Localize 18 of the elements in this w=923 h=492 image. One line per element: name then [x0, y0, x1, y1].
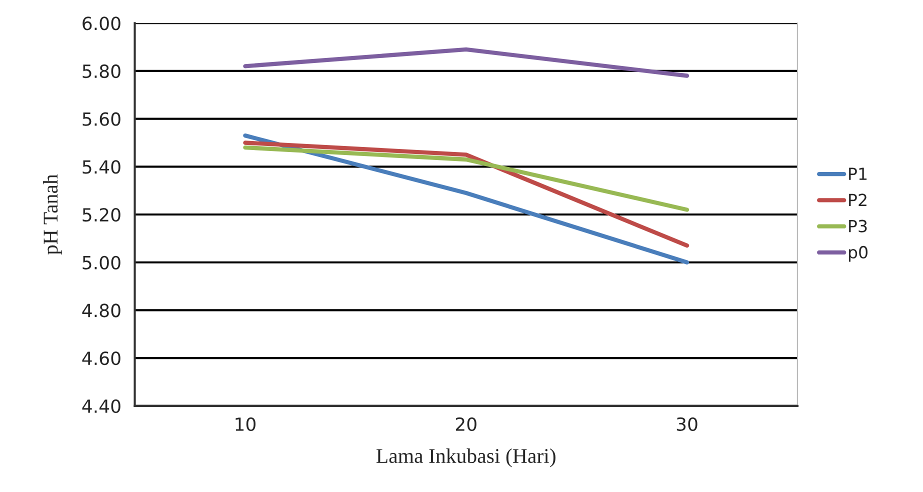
y-tick-label: 4.40	[82, 399, 120, 414]
y-tick-label: 5.80	[82, 64, 120, 78]
y-tick-label: 5.20	[82, 208, 120, 222]
y-tick-label: 4.60	[82, 352, 120, 366]
x-tick-label: 10	[236, 417, 256, 431]
y-axis-title: pH Tanah	[43, 174, 62, 255]
y-tick-label: 5.60	[82, 112, 120, 126]
y-tick-label: 5.00	[82, 256, 120, 270]
legend-label: P2	[849, 194, 866, 206]
legend-label: p0	[848, 246, 868, 262]
y-tick-label: 6.00	[82, 16, 120, 30]
y-tick-label: 4.80	[82, 304, 120, 318]
y-tick-label: 5.40	[82, 160, 120, 174]
x-tick-label: 20	[456, 417, 476, 431]
x-tick-label: 30	[676, 417, 698, 431]
legend-label: P3	[849, 220, 867, 232]
legend-label: P1	[849, 168, 867, 180]
x-axis-title: Lama Inkubasi (Hari)	[376, 448, 556, 468]
